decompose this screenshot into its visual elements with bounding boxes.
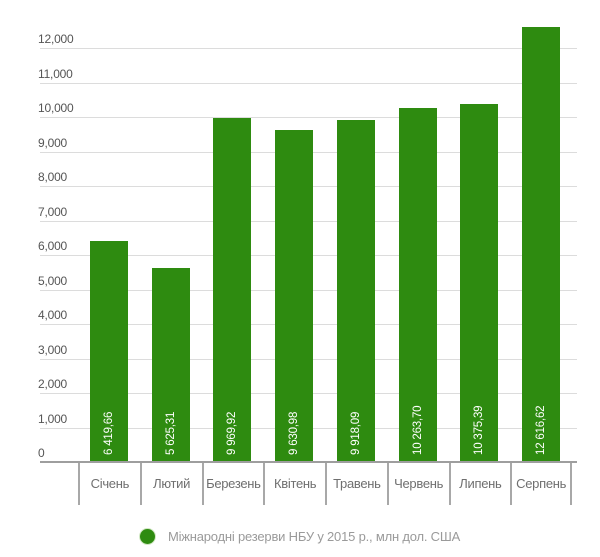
bar[interactable]: 9 969,92 [213,118,252,462]
y-axis-tick-label: 5,000 [38,273,68,288]
bar[interactable]: 5 625,31 [151,267,190,462]
bar-value-label: 9 969,92 [226,411,239,455]
x-axis-line [40,461,577,463]
x-axis-label: Липень [448,462,511,505]
bar-value-label: 10 263,70 [411,405,424,455]
legend-label: Міжнародні резерви НБУ у 2015 р., млн до… [167,528,461,544]
y-axis-tick-label: 3,000 [38,342,68,357]
x-axis-label: Січень [78,462,140,505]
y-axis-tick-label: 6,000 [38,239,68,253]
bar[interactable]: 10 375,39 [460,104,499,462]
y-axis-tick-label: 12,000 [38,32,74,46]
bar-value-label: 12 616,62 [535,405,548,455]
bar[interactable]: 12 616,62 [522,26,561,462]
gridline [40,48,577,49]
y-axis-tick-label: 8,000 [38,170,68,184]
bar[interactable]: 9 918,09 [336,119,375,462]
x-axis-label: Лютий [139,462,202,505]
y-axis-tick-label: 0 [38,446,45,460]
y-axis-tick-label: 11,000 [38,66,73,81]
bar[interactable]: 10 263,70 [398,107,437,462]
y-axis-tick-label: 4,000 [38,308,68,322]
y-axis-tick-label: 10,000 [38,101,74,115]
legend-marker-icon [139,528,155,544]
gridline [40,82,577,84]
bar[interactable]: 6 419,66 [89,240,128,462]
y-axis-tick-label: 1,000 [38,411,68,426]
x-axis-label: Серпень [510,462,572,505]
y-axis-tick-label: 9,000 [38,135,68,150]
bar-value-label: 9 630,98 [288,411,301,455]
gridline [40,117,577,118]
bar-value-label: 9 918,09 [349,411,362,455]
bar-value-label: 10 375,39 [473,405,486,455]
bar-value-label: 6 419,66 [102,411,115,455]
x-axis-label: Березень [201,462,264,505]
bar-value-label: 5 625,31 [164,411,177,455]
x-axis-label: Травень [325,462,387,505]
y-axis-tick-label: 2,000 [38,377,68,391]
legend-item[interactable]: Міжнародні резерви НБУ у 2015 р., млн до… [0,524,600,548]
y-axis-tick-label: 7,000 [38,204,68,219]
x-axis-label: Квітень [263,462,325,505]
x-axis-label: Червень [386,462,449,505]
bar[interactable]: 9 630,98 [275,129,314,462]
